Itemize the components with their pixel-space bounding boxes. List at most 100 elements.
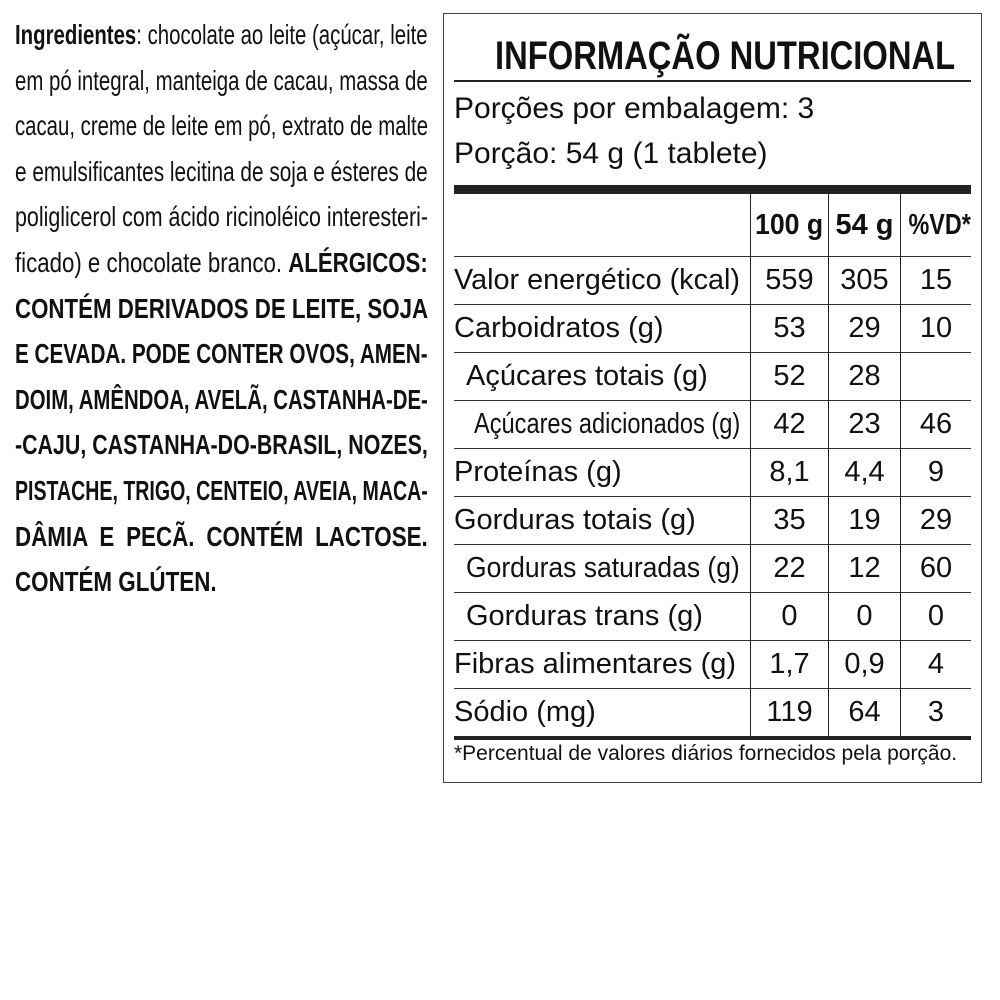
nutrient-label-text: Carboidratos (g) bbox=[454, 312, 664, 344]
ingredients-line: -CAJU, CASTANHA-DO-BRASIL, NOZES, bbox=[15, 422, 428, 468]
text: : chocolate ao leite (açúcar, leite bbox=[136, 19, 428, 50]
ingredients-line: em pó integral, manteiga de cacau, massa… bbox=[15, 58, 428, 104]
table-header-row: 100 g 54 g %VD* bbox=[454, 194, 971, 257]
nutrient-label-text: Valor energético (kcal) bbox=[454, 264, 740, 296]
header-label bbox=[454, 194, 750, 256]
value-54g: 4,4 bbox=[828, 448, 900, 496]
value-100g: 119 bbox=[750, 688, 828, 736]
ingredients-line-text: E CEVADA. PODE CONTER OVOS, AMEN- bbox=[15, 331, 428, 377]
value-vd: 29 bbox=[900, 496, 971, 544]
value-vd-text: 60 bbox=[919, 552, 953, 584]
bold-text: PISTACHE, TRIGO, CENTEIO, AVEIA, MACA- bbox=[15, 474, 428, 506]
ingredients-line-text: DOIM, AMÊNDOA, AVELÃ, CASTANHA-DE- bbox=[15, 377, 428, 423]
value-100g-text: 35 bbox=[773, 504, 806, 536]
bold-text: Ingredientes bbox=[15, 19, 137, 50]
nutrient-label: Fibras alimentares (g) bbox=[454, 640, 750, 688]
value-54g-text: 19 bbox=[848, 504, 881, 536]
bold-text: CONTÉM GLÚTEN. bbox=[15, 566, 217, 598]
value-100g: 53 bbox=[750, 304, 828, 352]
value-vd: 9 bbox=[900, 448, 971, 496]
nutrient-label-text: Gorduras saturadas (g) bbox=[466, 552, 740, 584]
ingredients-text: Ingredientes: chocolate ao leite (açúcar… bbox=[15, 12, 428, 605]
value-100g: 22 bbox=[750, 544, 828, 592]
nutrient-label: Valor energético (kcal) bbox=[454, 256, 750, 304]
bold-text: E CEVADA. PODE CONTER OVOS, AMEN- bbox=[15, 338, 428, 370]
value-vd: 10 bbox=[900, 304, 971, 352]
value-54g-text: 23 bbox=[848, 408, 881, 440]
value-vd: 46 bbox=[900, 400, 971, 448]
value-100g-text: 52 bbox=[773, 360, 806, 392]
value-vd: 4 bbox=[900, 640, 971, 688]
nutrient-label: Carboidratos (g) bbox=[454, 304, 750, 352]
bold-text: -CAJU, CASTANHA-DO-BRASIL, NOZES, bbox=[15, 429, 428, 461]
table-row: Carboidratos (g) 53 29 10 bbox=[454, 304, 971, 353]
bold-text: ALÉRGICOS: bbox=[288, 246, 428, 278]
nutrition-title-text: INFORMAÇÃO NUTRICIONAL bbox=[495, 34, 956, 78]
bold-text: CONTÉM DERIVADOS DE LEITE, SOJA bbox=[15, 292, 429, 324]
header-100g: 100 g bbox=[750, 194, 828, 256]
nutrient-label-text: Proteínas (g) bbox=[454, 456, 622, 488]
ingredients-line: DÂMIA E PECÃ. CONTÉM LACTOSE. bbox=[15, 514, 428, 560]
nutrient-label-text: Fibras alimentares (g) bbox=[454, 648, 737, 680]
divider bbox=[454, 80, 971, 82]
value-54g: 0,9 bbox=[828, 640, 900, 688]
bold-text: DÂMIA E PECÃ. CONTÉM LACTOSE. bbox=[15, 520, 428, 552]
value-vd-text: 46 bbox=[919, 408, 953, 440]
text: poliglicerol com ácido ricinoléico inter… bbox=[15, 201, 428, 233]
value-54g-text: 0,9 bbox=[844, 648, 885, 680]
value-54g: 64 bbox=[828, 688, 900, 736]
value-54g-text: 64 bbox=[848, 696, 881, 728]
ingredients-line-text: PISTACHE, TRIGO, CENTEIO, AVEIA, MACA- bbox=[15, 468, 428, 514]
header-54g-text: 54 g bbox=[835, 209, 894, 241]
value-vd-text: 10 bbox=[919, 312, 953, 344]
value-100g-text: 1,7 bbox=[769, 648, 810, 680]
table-row: Gorduras trans (g) 0 0 0 bbox=[454, 592, 971, 641]
value-100g-text: 119 bbox=[766, 696, 813, 728]
nutrient-label: Gorduras totais (g) bbox=[454, 496, 750, 544]
ingredients-line-text: cacau, creme de leite em pó, extrato de … bbox=[15, 103, 428, 149]
value-54g-text: 305 bbox=[840, 264, 889, 296]
table-row: Valor energético (kcal) 559 305 15 bbox=[454, 256, 971, 305]
value-54g-text: 12 bbox=[848, 552, 881, 584]
value-vd-text: 15 bbox=[919, 264, 953, 296]
value-100g: 35 bbox=[750, 496, 828, 544]
nutrient-label: Açúcares adicionados (g) bbox=[454, 400, 750, 448]
ingredients-line-text: poliglicerol com ácido ricinoléico inter… bbox=[15, 194, 428, 240]
value-100g: 52 bbox=[750, 352, 828, 400]
value-100g: 1,7 bbox=[750, 640, 828, 688]
servings-per-package: Porções por embalagem: 3 bbox=[454, 92, 815, 125]
value-100g-text: 53 bbox=[773, 312, 806, 344]
ingredients-line-text: -CAJU, CASTANHA-DO-BRASIL, NOZES, bbox=[15, 422, 428, 468]
text: ficado) e chocolate branco. bbox=[15, 246, 289, 278]
ingredients-line: CONTÉM DERIVADOS DE LEITE, SOJA bbox=[15, 286, 428, 332]
header-100g-text: 100 g bbox=[755, 209, 824, 241]
thick-divider bbox=[454, 185, 971, 194]
table-row: Fibras alimentares (g) 1,7 0,9 4 bbox=[454, 640, 971, 689]
ingredients-line: CONTÉM GLÚTEN. bbox=[15, 559, 428, 605]
table-row: Gorduras saturadas (g) 22 12 60 bbox=[454, 544, 971, 593]
nutrient-label-text: Gorduras trans (g) bbox=[466, 600, 703, 632]
footnote: *Percentual de valores diários fornecido… bbox=[454, 742, 971, 766]
value-100g-text: 8,1 bbox=[769, 456, 810, 488]
value-vd: 3 bbox=[900, 688, 971, 736]
value-100g: 559 bbox=[750, 256, 828, 304]
nutrient-label: Gorduras trans (g) bbox=[454, 592, 750, 640]
nutrient-label-text: Gorduras totais (g) bbox=[454, 504, 696, 536]
nutrient-label-text: Sódio (mg) bbox=[454, 696, 596, 728]
ingredients-line-text: CONTÉM GLÚTEN. bbox=[15, 559, 217, 605]
table-row: Açúcares totais (g) 52 28 bbox=[454, 352, 971, 401]
nutrient-label: Proteínas (g) bbox=[454, 448, 750, 496]
ingredients-line-text: CONTÉM DERIVADOS DE LEITE, SOJA bbox=[15, 286, 428, 332]
value-54g-text: 4,4 bbox=[844, 456, 885, 488]
value-vd: 15 bbox=[900, 256, 971, 304]
footnote-text: *Percentual de valores diários fornecido… bbox=[454, 742, 958, 765]
value-vd-text: 29 bbox=[919, 504, 953, 536]
value-100g-text: 0 bbox=[781, 600, 798, 632]
text: em pó integral, manteiga de cacau, massa… bbox=[15, 64, 428, 96]
serving-size: Porção: 54 g (1 tablete) bbox=[454, 137, 768, 170]
value-vd: 60 bbox=[900, 544, 971, 592]
value-vd-text: 9 bbox=[927, 456, 945, 488]
value-54g: 19 bbox=[828, 496, 900, 544]
value-vd: 0 bbox=[900, 592, 971, 640]
nutrient-label-text: Açúcares totais (g) bbox=[466, 360, 708, 392]
